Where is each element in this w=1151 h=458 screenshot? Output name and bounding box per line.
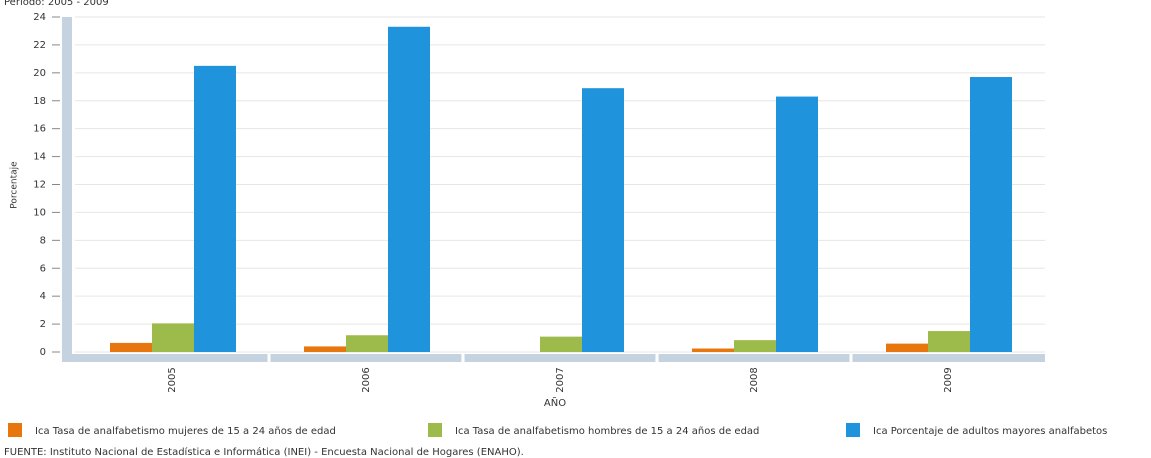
bar: [776, 96, 818, 352]
bar: [304, 346, 346, 352]
y-tick-label: 10: [33, 207, 46, 218]
y-tick-label: 2: [40, 319, 46, 330]
y-axis-label: Porcentaje: [10, 161, 20, 209]
chart-subtitle: Periodo: 2005 - 2009: [4, 0, 109, 8]
y-tick-label: 22: [33, 40, 46, 51]
x-tick-label: 2008: [749, 367, 760, 392]
y-tick-label: 0: [40, 347, 46, 358]
bar: [110, 342, 152, 352]
legend-label: Ica Tasa de analfabetismo hombres de 15 …: [455, 426, 759, 437]
x-tick-label: 2006: [361, 367, 372, 392]
legend-label: Ica Tasa de analfabetismo mujeres de 15 …: [35, 426, 336, 437]
x-tick-label: 2007: [555, 367, 566, 392]
bar: [928, 331, 970, 352]
legend-swatch: [8, 423, 22, 437]
footer: FUENTE: Instituto Nacional de Estadístic…: [4, 446, 524, 458]
y-axis-bar: [62, 17, 72, 362]
bar: [692, 348, 734, 352]
y-tick-label: 16: [33, 124, 46, 135]
legend-swatch: [428, 423, 442, 437]
bar: [152, 323, 194, 352]
bar: [734, 340, 776, 352]
x-tick-label: 2009: [943, 367, 954, 392]
bar: [194, 65, 236, 353]
y-tick-label: 18: [33, 96, 46, 107]
bar: [970, 77, 1012, 352]
legend-swatch: [846, 423, 860, 437]
bar: [886, 343, 928, 352]
y-tick-label: 4: [40, 291, 46, 302]
y-tick-label: 24: [33, 12, 46, 23]
x-tick-label: 2005: [167, 367, 178, 392]
y-tick-label: 20: [33, 68, 46, 79]
bar: [582, 88, 624, 352]
x-axis-label: AÑO: [544, 396, 566, 409]
y-tick-label: 14: [33, 152, 46, 163]
x-axis-bar: [62, 354, 1045, 362]
legend-label: Ica Porcentaje de adultos mayores analfa…: [873, 426, 1107, 437]
y-tick-label: 12: [33, 180, 46, 191]
bar: [346, 335, 388, 352]
bar: [540, 336, 582, 352]
y-tick-label: 6: [40, 263, 46, 274]
bar: [388, 26, 430, 352]
y-tick-label: 8: [40, 235, 46, 246]
